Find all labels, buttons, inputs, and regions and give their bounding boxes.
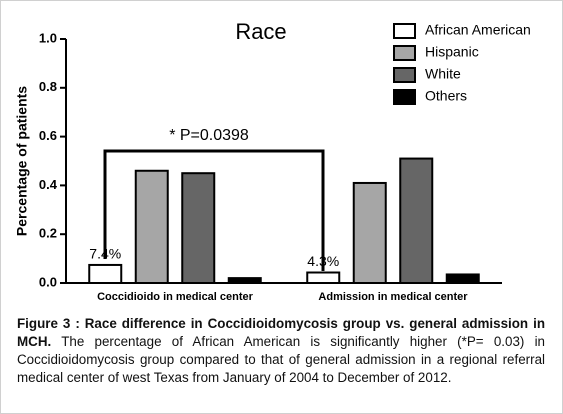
chart: Race Percentage of patients * P=0.0398 0… — [14, 19, 531, 303]
caption-bold: Figure 3 : Race difference in Coccidioid… — [17, 316, 545, 349]
legend-swatch — [393, 67, 416, 83]
legend-swatch — [393, 23, 416, 39]
y-tick-label: 0.2 — [39, 226, 57, 241]
bar — [445, 273, 480, 284]
value-label: 4.3% — [307, 253, 339, 269]
y-tick-label: 0.0 — [39, 274, 57, 289]
bar — [181, 172, 216, 284]
legend-label: Others — [425, 88, 467, 104]
y-tick-label: 1.0 — [39, 30, 57, 45]
legend-swatch — [393, 89, 416, 105]
bar — [227, 277, 262, 284]
y-tick-label: 0.8 — [39, 79, 57, 94]
y-axis-label: Percentage of patients — [14, 86, 30, 236]
chart-title: Race — [235, 19, 286, 44]
legend-label: White — [425, 66, 461, 82]
bar — [88, 263, 123, 284]
caption-text: The percentage of African American is si… — [17, 334, 545, 385]
legend-label: African American — [425, 22, 531, 38]
legend-label: Hispanic — [425, 44, 479, 60]
y-tick-label: 0.6 — [39, 128, 57, 143]
annotation: * P=0.0398 — [169, 127, 249, 144]
bar — [399, 157, 434, 284]
caption: Figure 3 : Race difference in Coccidioid… — [17, 315, 545, 387]
bar — [306, 271, 341, 284]
bar — [134, 169, 169, 284]
significance-bracket — [103, 149, 325, 271]
y-tick-label: 0.4 — [39, 177, 58, 192]
value-label: 7.4% — [89, 246, 121, 262]
legend-swatch — [393, 45, 416, 61]
x-tick-label: Coccidioido in medical center — [97, 291, 254, 303]
x-tick-label: Admission in medical center — [318, 291, 468, 303]
bar — [352, 181, 387, 285]
